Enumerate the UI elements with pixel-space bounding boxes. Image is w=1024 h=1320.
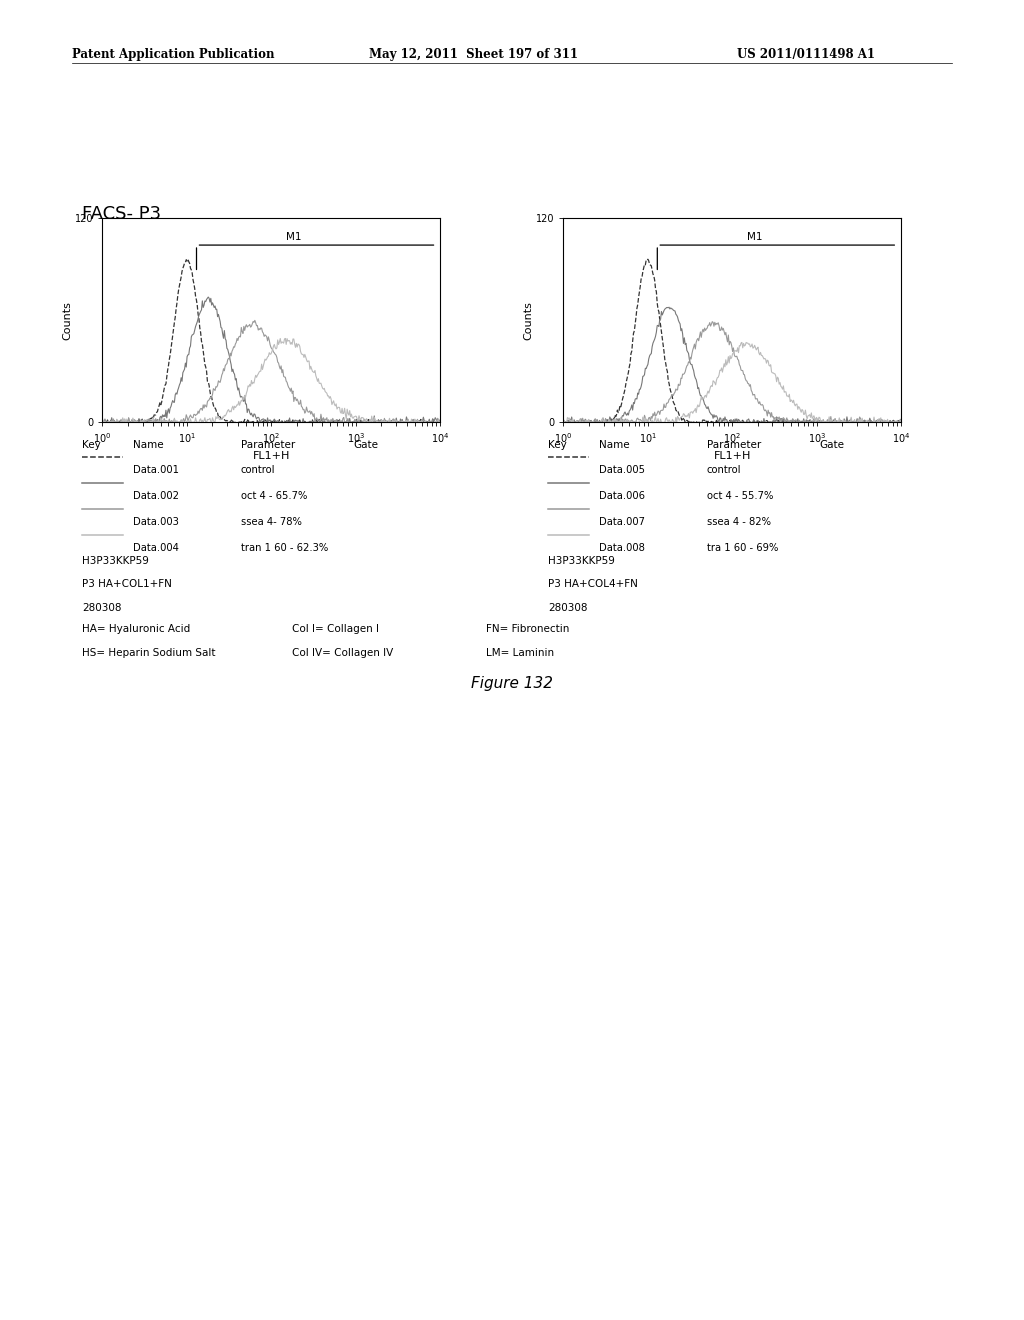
Text: tra 1 60 - 69%: tra 1 60 - 69% (707, 543, 778, 553)
Text: Col IV= Collagen IV: Col IV= Collagen IV (292, 648, 393, 659)
Text: Data.003: Data.003 (133, 516, 179, 527)
Text: P3 HA+COL4+FN: P3 HA+COL4+FN (548, 579, 638, 590)
Text: Gate: Gate (353, 440, 378, 450)
Text: control: control (241, 465, 275, 475)
Text: Name: Name (133, 440, 164, 450)
Text: May 12, 2011  Sheet 197 of 311: May 12, 2011 Sheet 197 of 311 (369, 48, 578, 61)
Y-axis label: Counts: Counts (523, 301, 532, 339)
Text: Gate: Gate (819, 440, 844, 450)
Text: Parameter: Parameter (707, 440, 761, 450)
Text: Data.001: Data.001 (133, 465, 179, 475)
Text: H3P33KKP59: H3P33KKP59 (82, 556, 148, 566)
Text: Parameter: Parameter (241, 440, 295, 450)
Text: M1: M1 (287, 232, 302, 242)
Text: ssea 4 - 82%: ssea 4 - 82% (707, 516, 771, 527)
Text: Data.002: Data.002 (133, 491, 179, 502)
Text: tran 1 60 - 62.3%: tran 1 60 - 62.3% (241, 543, 328, 553)
Text: Data.004: Data.004 (133, 543, 179, 553)
Text: Name: Name (599, 440, 630, 450)
Text: Figure 132: Figure 132 (471, 676, 553, 690)
Text: Data.006: Data.006 (599, 491, 645, 502)
Text: FN= Fibronectin: FN= Fibronectin (486, 624, 569, 635)
Text: 280308: 280308 (82, 603, 122, 614)
Y-axis label: Counts: Counts (62, 301, 72, 339)
X-axis label: FL1+H: FL1+H (253, 451, 290, 461)
Text: Data.005: Data.005 (599, 465, 645, 475)
Text: Key: Key (82, 440, 100, 450)
Text: Data.007: Data.007 (599, 516, 645, 527)
Text: ssea 4- 78%: ssea 4- 78% (241, 516, 301, 527)
Text: H3P33KKP59: H3P33KKP59 (548, 556, 614, 566)
Text: oct 4 - 65.7%: oct 4 - 65.7% (241, 491, 307, 502)
Text: P3 HA+COL1+FN: P3 HA+COL1+FN (82, 579, 172, 590)
Text: oct 4 - 55.7%: oct 4 - 55.7% (707, 491, 773, 502)
Text: US 2011/0111498 A1: US 2011/0111498 A1 (737, 48, 876, 61)
Text: Key: Key (548, 440, 566, 450)
Text: LM= Laminin: LM= Laminin (486, 648, 555, 659)
Text: FACS- P3: FACS- P3 (82, 205, 161, 223)
Text: control: control (707, 465, 741, 475)
Text: M1: M1 (748, 232, 763, 242)
Text: Data.008: Data.008 (599, 543, 645, 553)
X-axis label: FL1+H: FL1+H (714, 451, 751, 461)
Text: HS= Heparin Sodium Salt: HS= Heparin Sodium Salt (82, 648, 215, 659)
Text: HA= Hyaluronic Acid: HA= Hyaluronic Acid (82, 624, 190, 635)
Text: Col I= Collagen I: Col I= Collagen I (292, 624, 379, 635)
Text: 280308: 280308 (548, 603, 588, 614)
Text: Patent Application Publication: Patent Application Publication (72, 48, 274, 61)
